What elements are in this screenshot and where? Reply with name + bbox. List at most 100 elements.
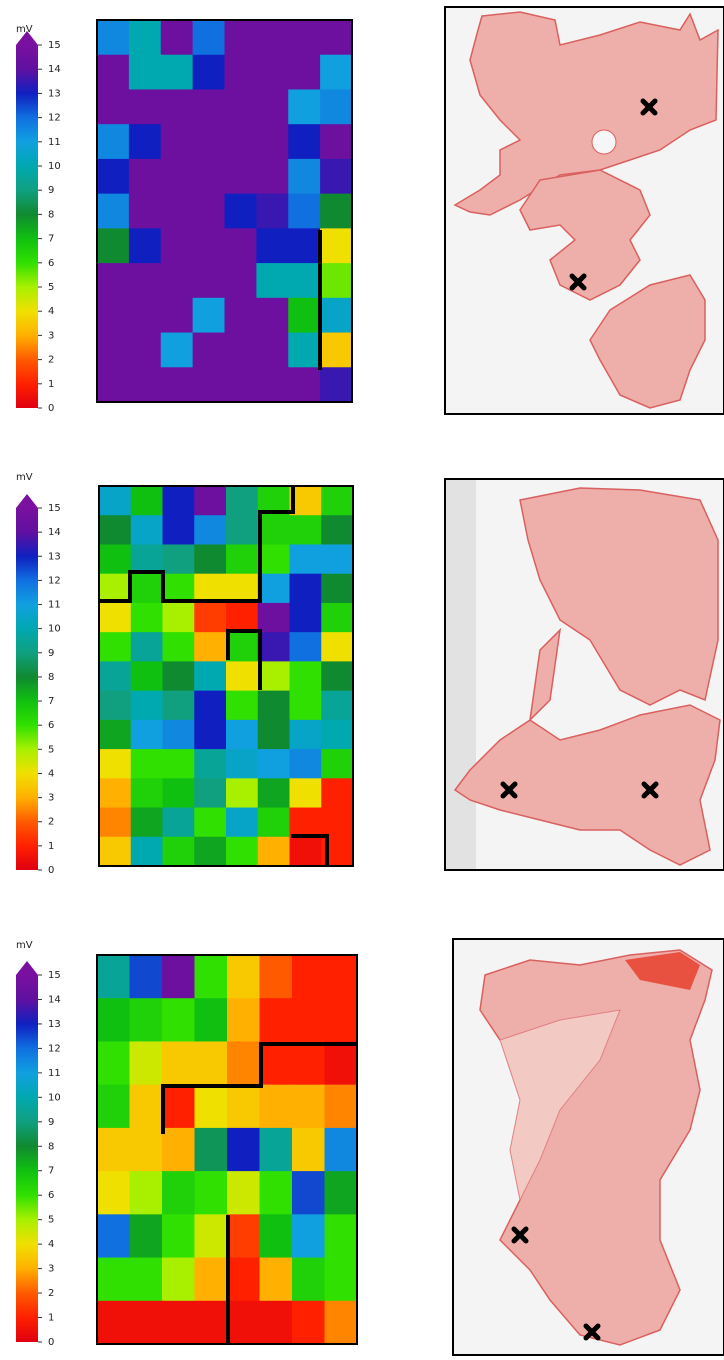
heat-cell [292,1171,325,1215]
heat-cell [161,89,193,124]
heat-cell [258,808,290,838]
heat-cell [193,263,225,298]
heat-cell [99,808,131,838]
heat-cell [292,1041,325,1085]
heat-cell [193,194,225,229]
colorbar-tick-label: 0 [48,1337,54,1348]
colorbar-tick-label: 11 [48,600,61,611]
heat-cell [130,1214,163,1258]
heat-cell [260,955,293,999]
heat-cell [129,159,161,194]
heat-cell [97,194,129,229]
heat-cell [162,1214,195,1258]
heat-cell [225,20,257,55]
heat-cell [288,263,320,298]
heat-cell [161,20,193,55]
heat-cell [193,55,225,90]
colorbar-tick-label: 10 [48,1092,61,1103]
heat-cell [130,1085,163,1129]
heat-cell [194,486,226,516]
colorbar-tick-label: 9 [48,648,54,659]
heat-cell [226,544,258,574]
colorbar-tick-label: 11 [48,1068,61,1079]
heat-cell [129,55,161,90]
heat-cell [161,263,193,298]
heat-cell [258,720,290,750]
heat-cell [225,367,257,402]
colorbar-label: mV [16,472,33,483]
heat-cell [226,632,258,662]
heat-cell [193,367,225,402]
heat-cell [129,194,161,229]
heat-cell [288,89,320,124]
heat-cell [97,1171,130,1215]
colorbar-tick-label: 12 [48,575,61,586]
heat-cell [325,998,358,1042]
heat-cell [99,515,131,545]
heat-cell [227,998,260,1042]
colorbar-tick-label: 15 [48,503,61,514]
heat-cell [195,1301,228,1345]
colorbar-tick-label: 6 [48,720,54,731]
heat-cell [129,228,161,263]
colorbar-tick-label: 7 [48,1166,54,1177]
heat-cell [325,955,358,999]
heat-cell [290,603,322,633]
heat-cell [290,632,322,662]
heat-cell [258,574,290,604]
heat-cell [131,720,163,750]
heat-cell [321,661,353,691]
heat-cell [99,661,131,691]
heat-cell [195,955,228,999]
heat-cell [97,1214,130,1258]
figure: mV0123456789101112131415mV01234567891011… [0,0,724,1360]
heat-cell [290,544,322,574]
colorbar-tick-label: 1 [48,379,54,390]
heat-cell [161,228,193,263]
heat-cell [292,1258,325,1302]
heat-cell [161,124,193,159]
heat-cell [288,20,320,55]
heat-cell [131,603,163,633]
heat-cell [321,486,353,516]
heat-cell [260,1171,293,1215]
heat-cell [227,955,260,999]
heat-cell [97,263,129,298]
heat-cell [162,1258,195,1302]
heat-cell [194,544,226,574]
heat-cell [161,367,193,402]
heat-cell [288,124,320,159]
heat-cell [161,194,193,229]
colorbar-tick-label: 5 [48,1215,54,1226]
heat-cell [97,89,129,124]
heat-cell [194,515,226,545]
heat-cell [290,661,322,691]
heat-cell [195,1085,228,1129]
heat-cell [131,486,163,516]
heat-cell [225,55,257,90]
colorbar-tick-label: 3 [48,330,54,341]
heat-cell [256,159,288,194]
heat-cell [288,333,320,368]
heat-cell [256,263,288,298]
heat-cell [97,955,130,999]
heat-cell [193,159,225,194]
heat-cell [290,778,322,808]
heat-cell [227,1171,260,1215]
heat-cell [258,778,290,808]
heat-cell [193,20,225,55]
colorbar-tick-label: 4 [48,1239,54,1250]
heat-cell [226,661,258,691]
heat-cell [130,1301,163,1345]
heat-cell [163,632,195,662]
colorbar-tick-label: 1 [48,1313,54,1324]
heat-cell [227,1041,260,1085]
heat-cell [225,263,257,298]
heat-cell [163,778,195,808]
heat-cell [225,228,257,263]
colorbar-tick-label: 15 [48,40,61,51]
heat-cell [163,486,195,516]
heat-cell [97,998,130,1042]
colorbar-tick-label: 13 [48,1019,61,1030]
heat-cell [129,367,161,402]
